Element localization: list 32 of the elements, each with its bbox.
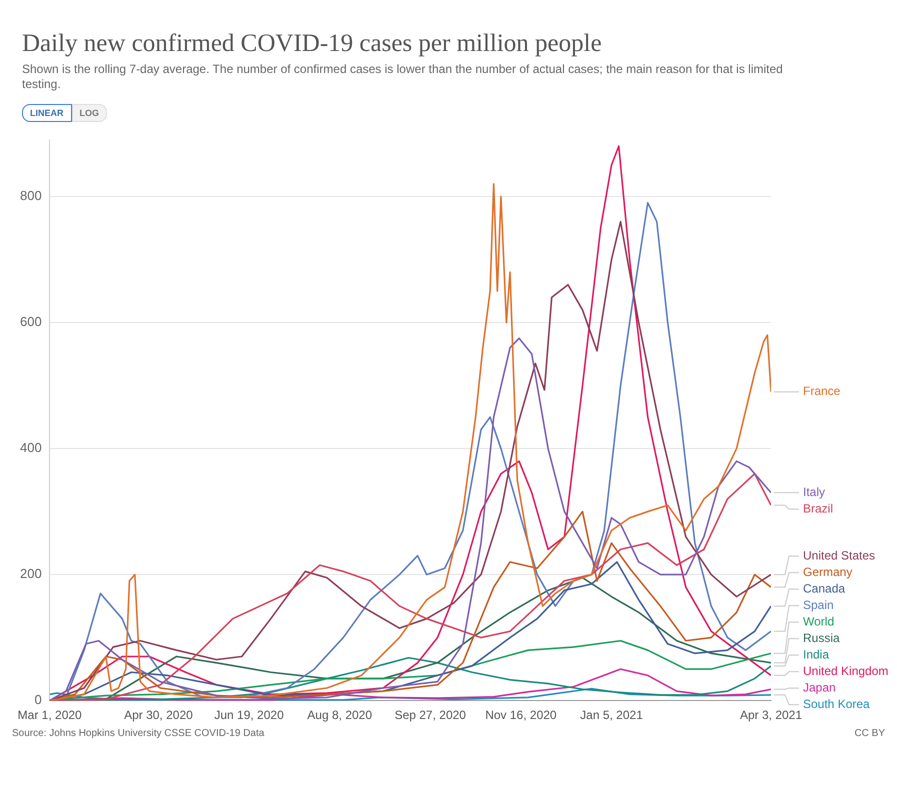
source-note: Source: Johns Hopkins University CSSE COVID-19 Data: [12, 728, 264, 739]
text: Spain: [803, 598, 834, 612]
text: LOG: [72, 104, 107, 122]
x-tick-label: Apr 30, 2020: [124, 708, 194, 722]
x-tick-label: Nov 16, 2020: [485, 708, 557, 722]
text: United Kingdom: [803, 664, 888, 678]
text: Brazil: [803, 501, 834, 516]
text: India: [803, 647, 830, 662]
y-tick-label: 200: [20, 566, 42, 582]
text: United States: [803, 548, 876, 562]
x-tick-label: Sep 27, 2020: [394, 708, 466, 722]
x-tick-label: Jan 5, 2021: [580, 708, 644, 722]
text: World: [803, 614, 834, 628]
text: Russia: [803, 630, 840, 645]
text: LINEAR: [22, 104, 72, 122]
text: Canada: [803, 581, 846, 596]
text: CC BY: [854, 728, 885, 739]
y-tick-label: 800: [20, 188, 42, 204]
y-tick-label: 400: [20, 440, 42, 456]
chart-subtitle: Shown is the rolling 7-day average. The number of confirmed cases is lower than the number of actual cases; the main reason for that is limited testing.: [22, 62, 784, 92]
text: Japan: [803, 680, 836, 694]
text: Germany: [803, 564, 852, 579]
x-tick-label: Mar 1, 2020: [18, 708, 82, 722]
text: Italy: [803, 484, 826, 499]
text: France: [803, 384, 841, 398]
text: South Korea: [803, 696, 870, 711]
y-tick-label: 600: [20, 314, 42, 330]
x-tick-label: Aug 8, 2020: [307, 708, 372, 722]
x-tick-label: Jun 19, 2020: [214, 708, 284, 722]
y-tick-label: 0: [34, 692, 42, 708]
x-tick-label: Apr 3, 2021: [740, 708, 802, 722]
chart-title: Daily new confirmed COVID-19 cases per million people: [22, 30, 603, 58]
